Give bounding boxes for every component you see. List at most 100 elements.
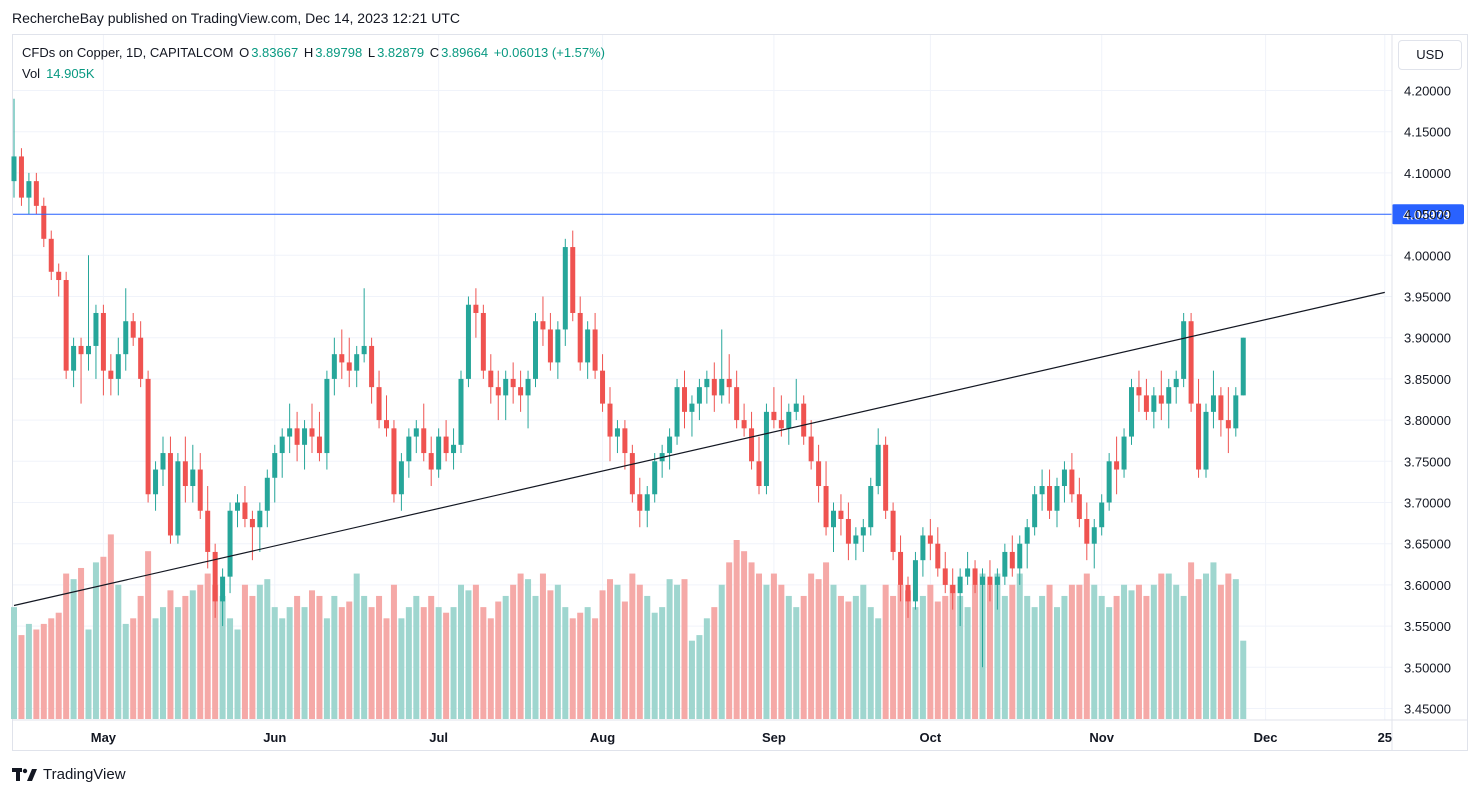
candle-body <box>927 535 933 544</box>
volume-bar <box>1210 562 1217 719</box>
volume-bar <box>629 573 636 719</box>
volume-bar <box>1031 607 1038 719</box>
candle-body <box>100 312 106 371</box>
volume-bar <box>256 584 263 719</box>
y-tick-label: 4.05000 <box>1404 207 1451 222</box>
candle-body <box>689 403 695 412</box>
change-value: +0.06013 (+1.57%) <box>493 45 606 60</box>
candle-body <box>905 584 911 602</box>
volume-bar <box>1091 584 1098 719</box>
x-tick-label: Nov <box>1089 730 1114 745</box>
volume-bar <box>122 623 129 719</box>
high-label: H <box>303 45 314 60</box>
y-tick-label: 3.85000 <box>1404 372 1451 387</box>
publisher-line: RechercheBay published on TradingView.co… <box>12 10 461 26</box>
volume-bar <box>882 584 889 719</box>
candle-body <box>1017 543 1023 569</box>
candle-body <box>600 370 606 404</box>
footer-brand[interactable]: TradingView <box>12 766 126 783</box>
volume-bar <box>331 595 338 719</box>
candle-body <box>771 411 777 421</box>
candle-body <box>562 247 568 330</box>
candle-body <box>704 378 710 388</box>
volume-bar <box>286 607 293 719</box>
volume-bar <box>487 618 494 719</box>
volume-bar <box>1203 573 1209 719</box>
candle-body <box>987 576 993 585</box>
candle-body <box>831 510 836 528</box>
candle-body <box>1114 461 1120 470</box>
candle-body <box>1061 469 1067 487</box>
volume-bar <box>33 629 40 719</box>
volume-bar <box>741 551 748 719</box>
candle-body <box>555 329 561 363</box>
candle-body <box>316 436 322 454</box>
candle-body <box>801 403 807 437</box>
candle-body <box>436 436 442 470</box>
candle-body <box>1240 337 1246 396</box>
candle-body <box>138 337 144 379</box>
volume-bar <box>443 612 450 719</box>
candle-body <box>682 387 687 412</box>
volume-bar <box>890 595 897 719</box>
volume-bar <box>1240 640 1247 719</box>
currency-button[interactable]: USD <box>1398 40 1462 70</box>
candle-body <box>957 576 963 594</box>
candle-body <box>749 428 755 462</box>
volume-bar <box>957 595 964 719</box>
volume-bar <box>621 601 628 719</box>
volume-bar <box>1158 573 1165 719</box>
volume-bar <box>733 540 740 719</box>
price-line-label-bg <box>1392 204 1464 225</box>
candle-body <box>726 378 732 388</box>
volume-bar <box>160 607 166 719</box>
volume-bar <box>800 595 807 719</box>
volume-bar <box>905 590 911 719</box>
candle-body <box>205 510 211 552</box>
volume-bar <box>502 595 509 719</box>
candle-body <box>585 329 591 363</box>
x-tick-label: Aug <box>590 730 615 745</box>
candle-body <box>376 387 382 421</box>
volume-bar <box>592 618 599 719</box>
candle-body <box>488 370 494 388</box>
price-axis[interactable]: 4.20000 4.15000 4.10000 4.05000 4.00000 3.950… <box>1391 35 1451 751</box>
volume-bar <box>279 618 286 719</box>
y-tick-label: 3.60000 <box>1404 578 1451 593</box>
volume-bar <box>763 584 770 719</box>
candle-body <box>354 354 360 371</box>
volume-bar <box>666 579 673 719</box>
symbol-title: CFDs on Copper, 1D, CAPITALCOM <box>22 45 234 60</box>
candle-body <box>33 181 39 206</box>
x-tick-label: Sep <box>762 730 786 745</box>
candle-body <box>1106 461 1112 503</box>
candle-body <box>1054 486 1060 511</box>
candle-body <box>980 576 985 585</box>
candle-body <box>518 387 524 396</box>
candle-body <box>577 312 583 363</box>
volume-legend: Vol 14.905K <box>22 66 95 81</box>
open-label: O <box>239 45 250 60</box>
volume-bar <box>964 607 971 719</box>
volume-bar <box>1054 607 1060 719</box>
volume-bar <box>1046 584 1053 719</box>
candle-body <box>1181 321 1187 379</box>
volume-bar <box>346 601 353 719</box>
volume-bar <box>249 595 256 719</box>
volume-label: Vol <box>22 66 41 81</box>
candle-body <box>622 428 628 454</box>
volume-bar <box>361 595 368 719</box>
volume-bar <box>875 618 882 719</box>
time-axis[interactable]: May Jun Jul Aug Sep Oct Nov Dec 25 <box>13 719 1467 745</box>
volume-bar <box>703 618 710 719</box>
candle-body <box>331 354 337 379</box>
volume-bar <box>1150 584 1157 719</box>
candle-body <box>570 247 576 313</box>
volume-bar <box>189 590 196 719</box>
volume-bar <box>115 584 122 719</box>
volume-bar <box>1180 595 1187 719</box>
y-tick-label: 4.20000 <box>1404 84 1451 99</box>
low-label: L <box>367 45 376 60</box>
volume-bar <box>636 584 643 719</box>
